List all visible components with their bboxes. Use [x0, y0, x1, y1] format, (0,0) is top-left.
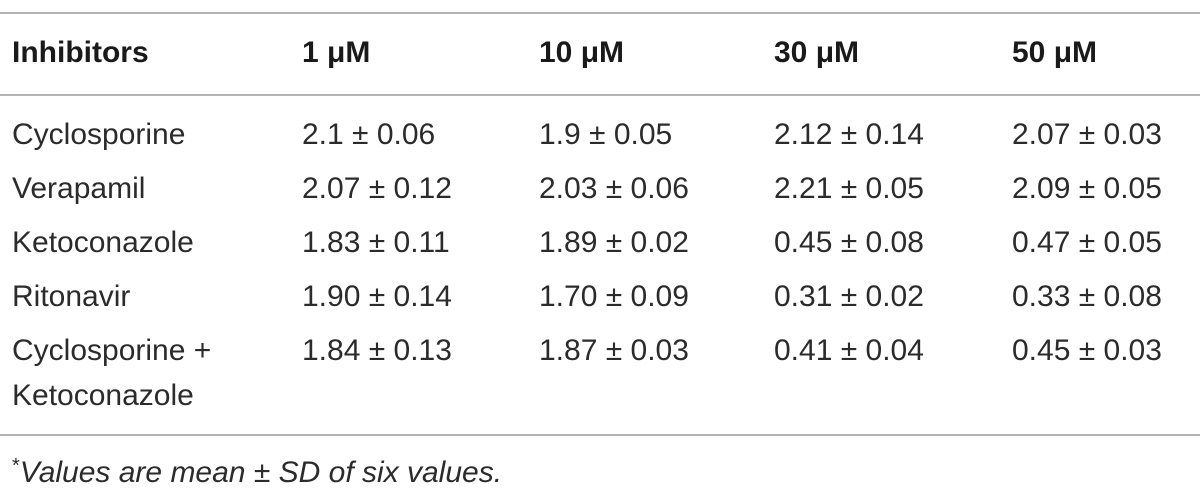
- cell-1um: 1.90 ± 0.14: [302, 280, 452, 313]
- cell-30um: 0.45 ± 0.08: [774, 226, 924, 259]
- cell-10um: 1.87 ± 0.03: [539, 334, 689, 367]
- cell-10um: 1.9 ± 0.05: [539, 118, 673, 151]
- cell-50um: 0.45 ± 0.03: [1012, 334, 1162, 367]
- cell-30um: 2.21 ± 0.05: [774, 172, 924, 205]
- cell-1um: 1.83 ± 0.11: [302, 226, 450, 259]
- cell-1um: 1.84 ± 0.13: [302, 334, 452, 367]
- cell-1um: 2.07 ± 0.12: [302, 172, 452, 205]
- header-1um: 1 μM: [302, 36, 371, 69]
- row-inhibitor-name: Cyclosporine: [12, 118, 186, 151]
- table-top-rule: [0, 12, 1200, 14]
- cell-50um: 2.09 ± 0.05: [1012, 172, 1162, 205]
- row-inhibitor-name: Verapamil: [12, 172, 146, 205]
- row-inhibitor-name: Ketoconazole: [12, 226, 194, 259]
- table-footnote: *Values are mean ± SD of six values.: [12, 442, 502, 497]
- row-inhibitor-name: Cyclosporine +: [12, 334, 212, 367]
- table-header-rule: [0, 94, 1200, 96]
- cell-1um: 2.1 ± 0.06: [302, 118, 436, 151]
- cell-10um: 2.03 ± 0.06: [539, 172, 689, 205]
- cell-50um: 0.47 ± 0.05: [1012, 226, 1162, 259]
- header-30um: 30 μM: [774, 36, 860, 69]
- table-bottom-rule: [0, 434, 1200, 436]
- row-inhibitor-name-line2: Ketoconazole: [12, 379, 194, 412]
- row-inhibitor-name: Ritonavir: [12, 280, 131, 313]
- cell-50um: 2.07 ± 0.03: [1012, 118, 1162, 151]
- footnote-text: Values are mean ± SD of six values.: [19, 456, 503, 489]
- cell-10um: 1.89 ± 0.02: [539, 226, 689, 259]
- header-50um: 50 μM: [1012, 36, 1098, 69]
- cell-10um: 1.70 ± 0.09: [539, 280, 689, 313]
- cell-30um: 2.12 ± 0.14: [774, 118, 924, 151]
- header-10um: 10 μM: [539, 36, 625, 69]
- cell-50um: 0.33 ± 0.08: [1012, 280, 1162, 313]
- cell-30um: 0.31 ± 0.02: [774, 280, 924, 313]
- footnote-mark: *: [12, 455, 20, 477]
- cell-30um: 0.41 ± 0.04: [774, 334, 924, 367]
- header-inhibitors: Inhibitors: [12, 36, 149, 69]
